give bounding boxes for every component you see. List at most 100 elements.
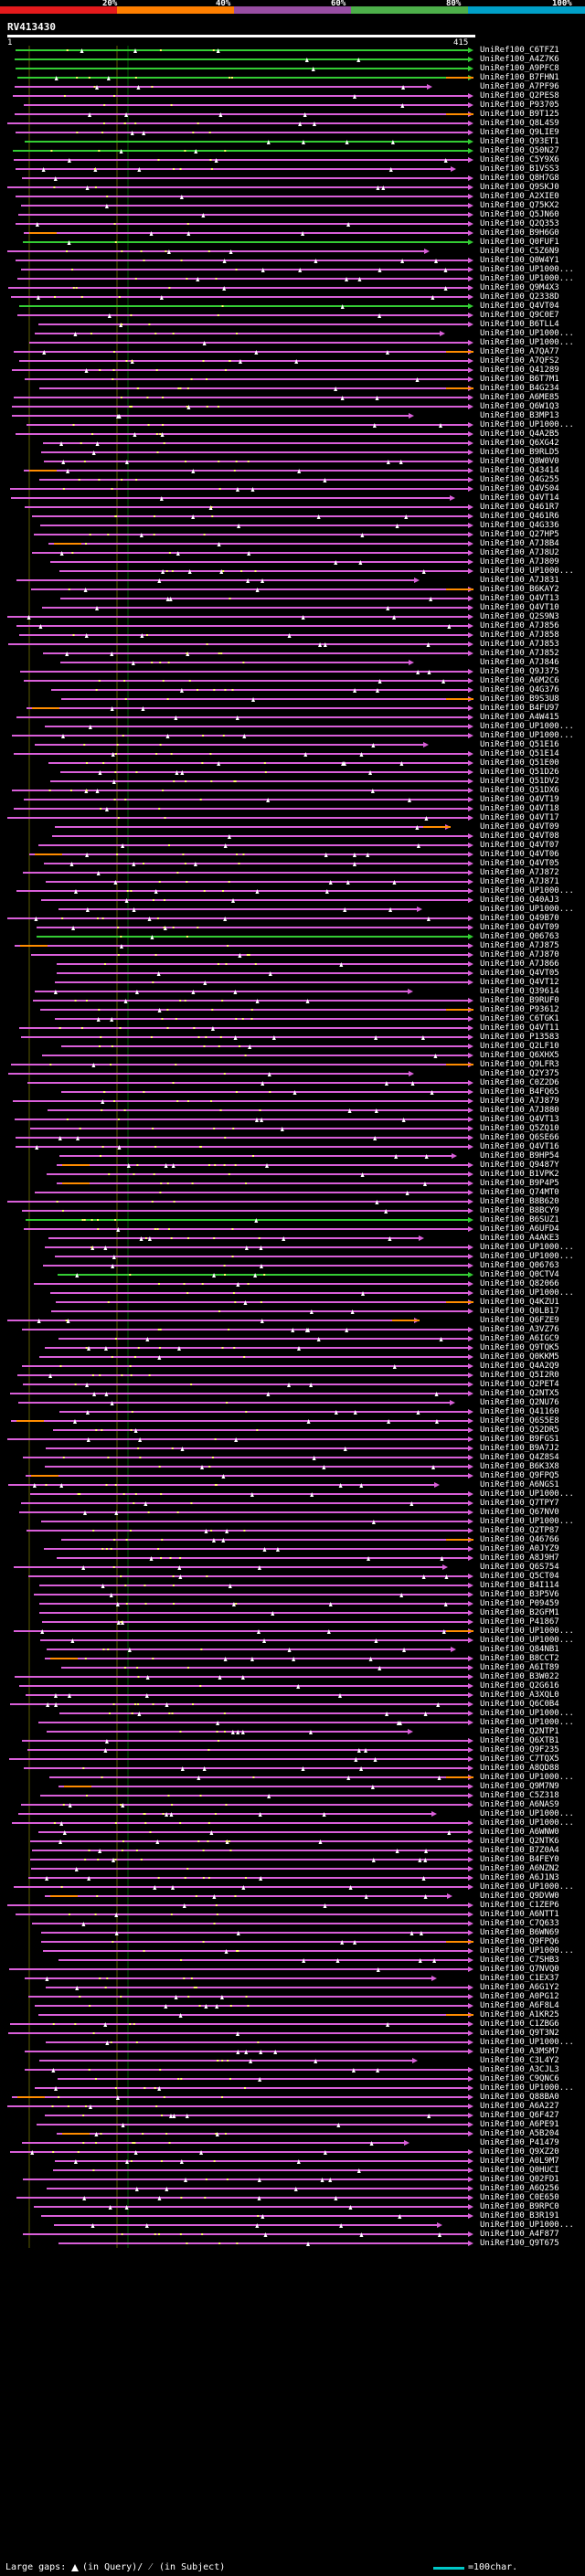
- hit-label[interactable]: UniRef100_C7SHB3: [480, 1956, 559, 1965]
- hit-label[interactable]: UniRef100_UP1000...: [480, 1636, 574, 1645]
- hit-label[interactable]: UniRef100_Q51E16: [480, 740, 559, 749]
- hit-label[interactable]: UniRef100_B2GFM1: [480, 1608, 559, 1617]
- hit-label[interactable]: UniRef100_A0L9M7: [480, 2157, 559, 2166]
- hit-label[interactable]: UniRef100_Q06763: [480, 1261, 559, 1270]
- hit-label[interactable]: UniRef100_Q2NTP1: [480, 1727, 559, 1736]
- hit-label[interactable]: UniRef100_UP1000...: [480, 1718, 574, 1727]
- hit-label[interactable]: UniRef100_Q9LIE9: [480, 128, 559, 137]
- hit-label[interactable]: UniRef100_A6F8L4: [480, 2001, 559, 2010]
- hit-label[interactable]: UniRef100_B6KAY2: [480, 585, 559, 594]
- hit-label[interactable]: UniRef100_UP1000...: [480, 1709, 574, 1718]
- hit-label[interactable]: UniRef100_A2XIE0: [480, 192, 559, 201]
- hit-label[interactable]: UniRef100_UP1000...: [480, 2038, 574, 2047]
- hit-label[interactable]: UniRef100_Q4VT04: [480, 302, 559, 311]
- hit-label[interactable]: UniRef100_A6UFD4: [480, 1224, 559, 1234]
- hit-label[interactable]: UniRef100_Q2G616: [480, 1681, 559, 1691]
- hit-label[interactable]: UniRef100_Q06763: [480, 932, 559, 941]
- hit-label[interactable]: UniRef100_Q8H7G8: [480, 174, 559, 183]
- hit-label[interactable]: UniRef100_UP1000...: [480, 1882, 574, 1892]
- hit-label[interactable]: UniRef100_Q2PET4: [480, 1380, 559, 1389]
- hit-label[interactable]: UniRef100_Q39614: [480, 987, 559, 996]
- hit-label[interactable]: UniRef100_Q49B70: [480, 914, 559, 923]
- hit-label[interactable]: UniRef100_A6IT89: [480, 1663, 559, 1672]
- hit-label[interactable]: UniRef100_Q4Z8S4: [480, 1453, 559, 1462]
- hit-label[interactable]: UniRef100_C7Q633: [480, 1919, 559, 1928]
- hit-label[interactable]: UniRef100_C1ZBG6: [480, 2019, 559, 2029]
- hit-label[interactable]: UniRef100_Q9LFR3: [480, 1060, 559, 1069]
- hit-label[interactable]: UniRef100_Q74MT0: [480, 1188, 559, 1197]
- hit-label[interactable]: UniRef100_UP1000...: [480, 1773, 574, 1782]
- hit-label[interactable]: UniRef100_B9HP54: [480, 1151, 559, 1161]
- hit-label[interactable]: UniRef100_C9QNC6: [480, 2074, 559, 2083]
- hit-label[interactable]: UniRef100_UP1000...: [480, 1517, 574, 1526]
- hit-label[interactable]: UniRef100_A4W415: [480, 713, 559, 722]
- hit-label[interactable]: UniRef100_A6G1Y2: [480, 1983, 559, 1992]
- hit-label[interactable]: UniRef100_C6TFZ1: [480, 46, 559, 55]
- hit-label[interactable]: UniRef100_Q0HUCI: [480, 2166, 559, 2175]
- hit-label[interactable]: UniRef100_UP1000...: [480, 2083, 574, 2093]
- hit-label[interactable]: UniRef100_B9P4P5: [480, 1179, 559, 1188]
- hit-label[interactable]: UniRef100_Q4VT05: [480, 969, 559, 978]
- hit-label[interactable]: UniRef100_B9S3U8: [480, 694, 559, 704]
- hit-label[interactable]: UniRef100_B6K3X8: [480, 1462, 559, 1471]
- hit-label[interactable]: UniRef100_Q9487Y: [480, 1161, 559, 1170]
- hit-label[interactable]: UniRef100_Q0CTV4: [480, 1270, 559, 1279]
- hit-label[interactable]: UniRef100_A7J870: [480, 950, 559, 959]
- hit-label[interactable]: UniRef100_Q4VT09: [480, 822, 559, 832]
- hit-label[interactable]: UniRef100_B4G234: [480, 384, 559, 393]
- hit-label[interactable]: UniRef100_C5Y9X6: [480, 155, 559, 164]
- hit-label[interactable]: UniRef100_A3VZ76: [480, 1325, 559, 1334]
- hit-label[interactable]: UniRef100_C3L4Y2: [480, 2056, 559, 2065]
- hit-label[interactable]: UniRef100_P13583: [480, 1033, 559, 1042]
- hit-label[interactable]: UniRef100_Q52DR5: [480, 1426, 559, 1435]
- hit-label[interactable]: UniRef100_UP1000...: [480, 722, 574, 731]
- hit-label[interactable]: UniRef100_Q2TP87: [480, 1526, 559, 1535]
- hit-label[interactable]: UniRef100_B7FHN1: [480, 73, 559, 82]
- hit-label[interactable]: UniRef100_UP1000...: [480, 1627, 574, 1636]
- hit-label[interactable]: UniRef100_Q50N27: [480, 146, 559, 155]
- hit-label[interactable]: UniRef100_Q7NVQ0: [480, 1965, 559, 1974]
- hit-label[interactable]: UniRef100_B4FQ65: [480, 1087, 559, 1097]
- hit-label[interactable]: UniRef100_A6M2C6: [480, 676, 559, 685]
- hit-label[interactable]: UniRef100_Q51DV2: [480, 777, 559, 786]
- hit-label[interactable]: UniRef100_UP1000...: [480, 1946, 574, 1956]
- hit-label[interactable]: UniRef100_Q2338D: [480, 292, 559, 302]
- hit-label[interactable]: UniRef100_Q40AJ3: [480, 896, 559, 905]
- hit-label[interactable]: UniRef100_Q2LF10: [480, 1042, 559, 1051]
- hit-label[interactable]: UniRef100_Q46766: [480, 1535, 559, 1544]
- hit-label[interactable]: UniRef100_B6T7M1: [480, 375, 559, 384]
- hit-label[interactable]: UniRef100_Q4G376: [480, 685, 559, 694]
- hit-label[interactable]: UniRef100_UP1000...: [480, 338, 574, 347]
- hit-label[interactable]: UniRef100_Q6XG42: [480, 439, 559, 448]
- hit-label[interactable]: UniRef100_UP1000...: [480, 1288, 574, 1298]
- hit-label[interactable]: UniRef100_Q4VT05: [480, 859, 559, 868]
- hit-label[interactable]: UniRef100_Q2NTX5: [480, 1389, 559, 1398]
- hit-label[interactable]: UniRef100_Q2S9N3: [480, 612, 559, 621]
- hit-label[interactable]: UniRef100_A7J856: [480, 621, 559, 631]
- hit-label[interactable]: UniRef100_Q6SE66: [480, 1133, 559, 1142]
- hit-label[interactable]: UniRef100_B9FGS1: [480, 1435, 559, 1444]
- hit-label[interactable]: UniRef100_A0JYZ9: [480, 1544, 559, 1553]
- hit-label[interactable]: UniRef100_Q4VT13: [480, 594, 559, 603]
- hit-label[interactable]: UniRef100_Q4VT09: [480, 923, 559, 932]
- hit-label[interactable]: UniRef100_B4FU97: [480, 704, 559, 713]
- hit-label[interactable]: UniRef100_Q82066: [480, 1279, 559, 1288]
- hit-label[interactable]: UniRef100_Q0FUF1: [480, 238, 559, 247]
- hit-label[interactable]: UniRef100_Q2Q353: [480, 219, 559, 228]
- hit-label[interactable]: UniRef100_Q2NTK6: [480, 1837, 559, 1846]
- hit-label[interactable]: UniRef100_P41479: [480, 2138, 559, 2147]
- hit-label[interactable]: UniRef100_A0PG12: [480, 1992, 559, 2001]
- hit-label[interactable]: UniRef100_Q27HP5: [480, 530, 559, 539]
- hit-label[interactable]: UniRef100_B3P5V6: [480, 1590, 559, 1599]
- hit-label[interactable]: UniRef100_B8BCY9: [480, 1206, 559, 1215]
- hit-label[interactable]: UniRef100_B4I114: [480, 1581, 559, 1590]
- hit-label[interactable]: UniRef100_Q2PES8: [480, 91, 559, 101]
- hit-label[interactable]: UniRef100_A6ME85: [480, 393, 559, 402]
- hit-label[interactable]: UniRef100_P93612: [480, 1005, 559, 1014]
- hit-label[interactable]: UniRef100_Q51D26: [480, 768, 559, 777]
- hit-label[interactable]: UniRef100_Q51DX6: [480, 786, 559, 795]
- hit-label[interactable]: UniRef100_Q9XZ20: [480, 2147, 559, 2157]
- hit-label[interactable]: UniRef100_P41867: [480, 1617, 559, 1627]
- hit-label[interactable]: UniRef100_Q4KZU1: [480, 1298, 559, 1307]
- hit-label[interactable]: UniRef100_A4F877: [480, 2230, 559, 2239]
